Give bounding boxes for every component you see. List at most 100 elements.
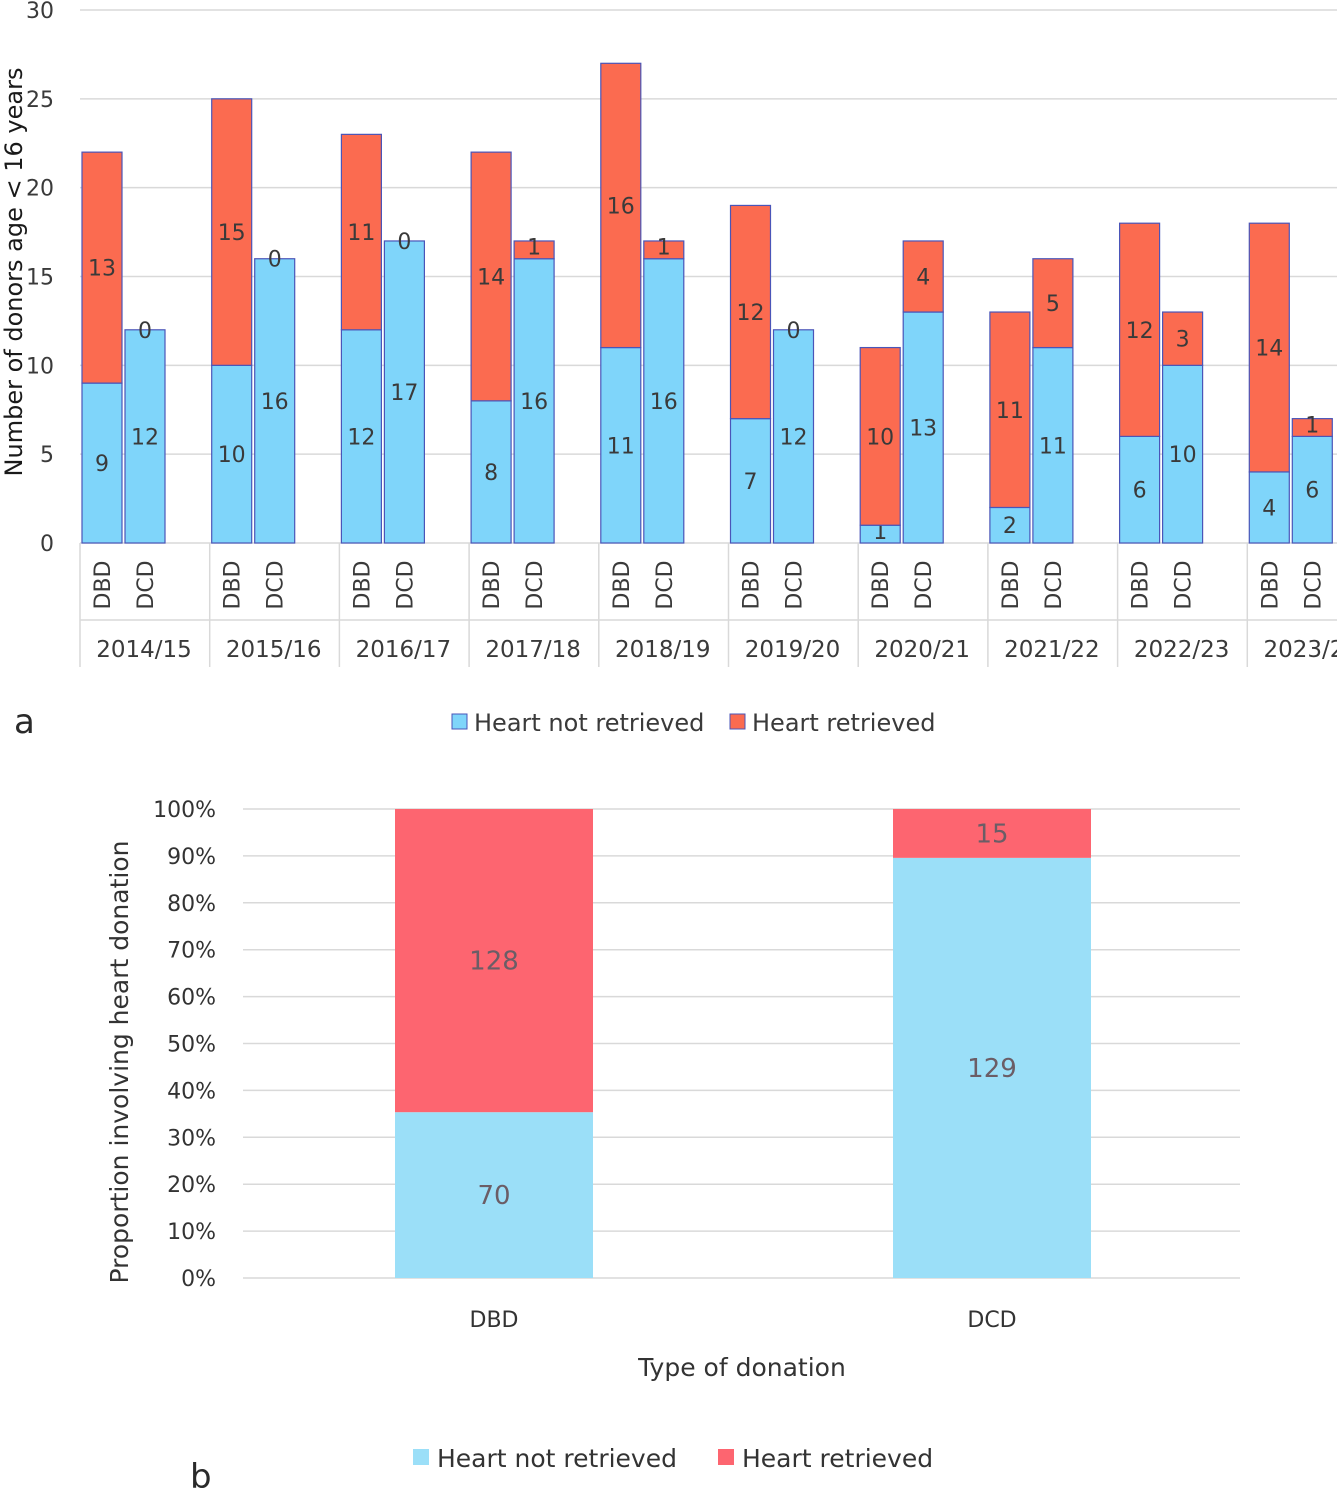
panel-label-b: b: [190, 1457, 212, 1493]
data-label: 0: [138, 319, 152, 344]
x-axis-title-b: Type of donation: [637, 1353, 846, 1382]
y-tick-label-b: 10%: [167, 1220, 216, 1245]
y-tick-label-b: 20%: [167, 1173, 216, 1198]
data-label: 0: [787, 319, 801, 344]
category-label: DCD: [134, 560, 159, 609]
category-label: DBD: [999, 561, 1024, 610]
category-label: DCD: [1301, 560, 1326, 609]
bar-segment: [1291, 435, 1333, 544]
data-label: 12: [131, 425, 159, 450]
bar-segment: [600, 62, 642, 349]
data-label: 11: [996, 399, 1024, 424]
data-label: 5: [1046, 292, 1060, 317]
data-label: 1: [657, 236, 671, 261]
bar-segment: [383, 240, 425, 544]
group-label: 2014/15: [96, 637, 192, 663]
panel-label-a: a: [14, 702, 35, 742]
y-tick-label-b: 70%: [167, 939, 216, 964]
bar-segment: [254, 258, 296, 544]
data-label: 4: [1262, 496, 1276, 521]
bar-segment: [989, 506, 1031, 544]
bar-segment: [1161, 311, 1204, 366]
bar-segment: [902, 240, 944, 313]
data-label: 6: [1305, 479, 1319, 504]
data-label: 9: [95, 452, 109, 477]
y-tick-label-b: 40%: [167, 1079, 216, 1104]
bar-segment: [513, 258, 555, 544]
group-label: 2015/16: [226, 637, 322, 663]
bar-segment-b: [395, 809, 593, 1113]
y-tick-label-a: 0: [40, 532, 54, 557]
data-label: 17: [390, 381, 418, 406]
category-label: DBD: [1258, 561, 1283, 610]
category-label: DBD: [740, 561, 765, 610]
category-label: DCD: [264, 560, 289, 609]
bar-segment: [989, 311, 1031, 509]
data-label: 3: [1176, 328, 1190, 353]
category-label-b: DBD: [470, 1308, 519, 1333]
bar-segment: [729, 204, 772, 420]
data-label: 16: [650, 390, 678, 415]
bar-segment: [1291, 418, 1333, 437]
bar-segment: [81, 382, 123, 544]
data-label: 16: [607, 194, 635, 219]
bar-segment: [859, 346, 901, 526]
category-label: DBD: [91, 561, 116, 610]
data-label: 7: [744, 470, 758, 495]
data-label: 14: [1255, 337, 1283, 362]
bar-segment: [211, 98, 253, 366]
legend-swatch-a: [729, 713, 746, 730]
data-label: 10: [866, 425, 894, 450]
bar-segment: [124, 329, 166, 544]
legend-swatch-b: [413, 1449, 429, 1465]
y-tick-label-b: 50%: [167, 1033, 216, 1058]
data-label: 12: [347, 425, 375, 450]
data-label: 0: [268, 248, 282, 273]
data-label: 1: [1305, 413, 1319, 438]
data-label: 15: [218, 221, 246, 246]
bar-segment-b: [395, 1112, 593, 1278]
group-label: 2018/19: [615, 637, 711, 663]
category-label: DBD: [869, 561, 894, 610]
data-label: 11: [607, 434, 635, 459]
data-label: 12: [1126, 319, 1154, 344]
data-label: 14: [477, 266, 505, 291]
y-tick-label-b: 100%: [153, 798, 216, 823]
chart-b: 0% 10% 20% 30% 40% 50% 60% 70% 80% 90% 100% Proport…: [105, 798, 1240, 1493]
y-tick-label-b: 90%: [167, 845, 216, 870]
bar-segment: [211, 364, 253, 544]
data-label: 16: [520, 390, 548, 415]
bar-segment: [1118, 222, 1161, 437]
category-label: DCD: [393, 560, 418, 609]
category-label: DBD: [350, 561, 375, 610]
category-label: DCD: [523, 560, 548, 609]
data-label: 0: [397, 230, 411, 255]
bar-segment: [340, 329, 382, 544]
legend-swatch-a: [451, 713, 468, 730]
bar-segment: [1248, 222, 1290, 473]
category-label: DCD: [1172, 560, 1197, 609]
category-label: DCD: [1042, 560, 1067, 609]
data-label: 13: [909, 417, 937, 442]
data-label-b: 129: [967, 1054, 1017, 1084]
data-label: 16: [261, 390, 289, 415]
bar-segment: [1032, 258, 1074, 349]
bar-segment: [643, 240, 685, 260]
data-label: 12: [737, 301, 765, 326]
y-tick-label-a: 10: [26, 354, 54, 379]
category-label: DCD: [912, 560, 937, 609]
y-tick-label-a: 15: [26, 266, 54, 291]
category-label: DBD: [221, 561, 246, 610]
group-label: 2016/17: [356, 637, 452, 663]
y-tick-label-a: 25: [26, 88, 54, 113]
group-label: 2020/21: [874, 637, 970, 663]
data-label: 10: [218, 443, 246, 468]
category-label: DBD: [610, 561, 635, 610]
legend-label-b: Heart not retrieved: [437, 1444, 677, 1473]
bar-segment: [600, 346, 642, 544]
bar-segment: [81, 151, 123, 384]
y-tick-label-b: 0%: [181, 1267, 216, 1292]
legend-label-b: Heart retrieved: [742, 1444, 933, 1473]
